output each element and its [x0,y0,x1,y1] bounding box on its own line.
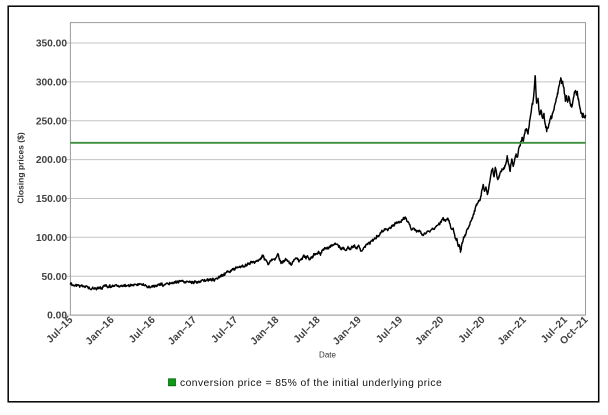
svg-text:100.00: 100.00 [36,233,67,244]
svg-text:Date: Date [319,351,336,360]
svg-text:250.00: 250.00 [36,116,67,127]
svg-text:150.00: 150.00 [36,194,67,205]
svg-text:50.00: 50.00 [42,272,68,283]
svg-text:200.00: 200.00 [36,155,67,166]
svg-text:Closing prices ($): Closing prices ($) [16,132,26,203]
svg-text:0.00: 0.00 [47,311,67,322]
svg-text:300.00: 300.00 [36,78,67,89]
svg-text:350.00: 350.00 [36,39,67,50]
svg-text:conversion price = 85% of the: conversion price = 85% of the initial un… [180,378,442,389]
